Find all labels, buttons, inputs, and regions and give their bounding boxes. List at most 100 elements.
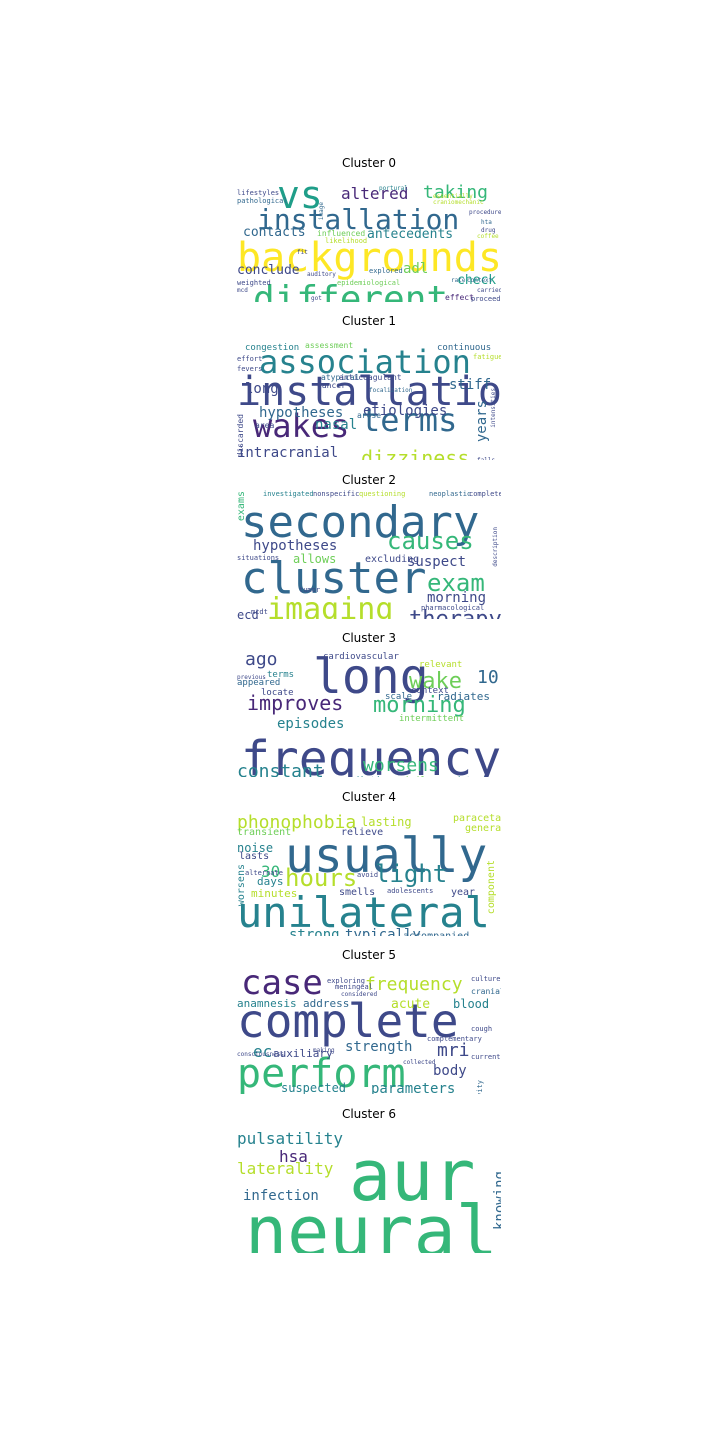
cloud-word: atypical bbox=[321, 373, 360, 382]
cloud-word: contacts bbox=[243, 225, 306, 240]
cloud-word: body bbox=[433, 1063, 467, 1079]
cloud-word: 10 bbox=[477, 667, 499, 688]
cluster-title: Cluster 3 bbox=[341, 631, 397, 645]
cloud-word: blood bbox=[453, 997, 490, 1011]
cloud-word: cultures bbox=[471, 975, 501, 983]
cloud-word: dizziness bbox=[361, 446, 470, 460]
cloud-word: considered bbox=[341, 991, 378, 998]
cloud-word: general bbox=[465, 823, 501, 834]
cloud-word: arose bbox=[357, 411, 382, 420]
cloud-word: infection bbox=[243, 1188, 319, 1204]
cluster-title: Cluster 6 bbox=[341, 1107, 397, 1121]
cloud-word: nasal bbox=[315, 417, 358, 433]
cloud-word: intermittent bbox=[399, 714, 465, 724]
cloud-word: case bbox=[241, 963, 323, 1003]
cloud-word: worsens bbox=[237, 864, 247, 907]
cloud-word: auxiliary bbox=[273, 1047, 333, 1060]
cloud-word: explored bbox=[369, 267, 403, 275]
cloud-word: radiates bbox=[437, 690, 490, 703]
cloud-word: acute bbox=[391, 997, 431, 1012]
cloud-word: exam bbox=[427, 569, 485, 597]
cloud-word: frequency bbox=[241, 731, 501, 777]
cloud-word: installation bbox=[257, 203, 460, 236]
cloud-word: continuous bbox=[437, 343, 492, 353]
cloud-word: strength bbox=[345, 1039, 413, 1055]
cloud-word: constant bbox=[237, 761, 324, 778]
cloud-word: essentially bbox=[433, 193, 473, 200]
cloud-word: weighted bbox=[237, 279, 271, 287]
word-cloud: complete perform case frequency anamnesis add… bbox=[237, 962, 501, 1094]
word-cloud: usually unilateral phonophobia hours light 30… bbox=[237, 804, 501, 936]
cloud-word: phonophobia bbox=[237, 812, 357, 833]
cloud-word: paracetamol bbox=[453, 813, 501, 824]
cloud-word: locate bbox=[261, 688, 294, 698]
cloud-word: component bbox=[486, 860, 497, 915]
cloud-word: long bbox=[245, 381, 279, 397]
cloud-word: unilateral bbox=[237, 888, 490, 936]
cloud-word: hta bbox=[481, 219, 492, 226]
cloud-word: allows bbox=[293, 552, 337, 566]
cloud-word: ecd bbox=[237, 608, 259, 619]
cloud-word: exploring bbox=[327, 977, 365, 985]
cloud-word: stiff bbox=[449, 377, 492, 393]
cloud-word: usually bbox=[285, 828, 488, 884]
cloud-word: meningeal bbox=[335, 983, 373, 991]
cloud-word: exams bbox=[237, 491, 247, 522]
cloud-word: years bbox=[474, 400, 490, 443]
cloud-word: transient bbox=[237, 827, 292, 838]
cloud-word: knowing bbox=[492, 1171, 501, 1231]
cloud-word: lifestyles bbox=[237, 189, 280, 197]
cloud-word: falls bbox=[477, 458, 495, 461]
cloud-word: improves bbox=[247, 691, 344, 715]
cloud-word: relevant bbox=[419, 660, 463, 670]
cloud-word: mri bbox=[437, 1040, 470, 1061]
cloud-word: pulsatility bbox=[237, 1129, 343, 1148]
cloud-word: tumor bbox=[299, 586, 321, 594]
cloud-word: cough bbox=[471, 1025, 493, 1033]
cloud-word: check bbox=[457, 273, 497, 288]
cloud-word: strong bbox=[289, 927, 340, 936]
cloud-word: hours bbox=[285, 864, 358, 892]
cloud-word: typically bbox=[345, 927, 421, 936]
cloud-word: effect bbox=[445, 293, 474, 302]
cluster-title: Cluster 4 bbox=[341, 790, 397, 804]
cloud-word: congestion bbox=[245, 343, 300, 353]
cloud-word: current bbox=[471, 1053, 501, 1061]
cloud-word: drug bbox=[481, 227, 496, 234]
cloud-word: investigated bbox=[263, 490, 314, 498]
cloud-word: previous bbox=[237, 674, 266, 681]
cloud-word: frequency bbox=[365, 974, 463, 995]
cloud-word: neural bbox=[245, 1191, 498, 1253]
cloud-word: hypotheses bbox=[253, 538, 338, 554]
cloud-word: neoplastic bbox=[429, 490, 472, 498]
cloud-word: cluster bbox=[241, 553, 427, 604]
cloud-word: worsens bbox=[363, 755, 439, 776]
cloud-word: hsa bbox=[279, 1147, 308, 1166]
cloud-word: influenced bbox=[317, 229, 366, 238]
cloud-word: parameters bbox=[371, 1081, 456, 1094]
cloud-word: causes bbox=[387, 527, 474, 555]
cloud-word: proceed bbox=[471, 295, 501, 303]
cloud-word: sensitivity bbox=[476, 1080, 484, 1094]
cloud-word: morning bbox=[373, 693, 466, 718]
cloud-word: days bbox=[257, 875, 284, 888]
cloud-word: pharmacological bbox=[421, 604, 485, 612]
word-cloud: frequency long improves morning wake constant… bbox=[237, 645, 501, 777]
cloud-word: imaging bbox=[267, 592, 394, 620]
cloud-word: coffee bbox=[477, 233, 499, 240]
cloud-word: altered bbox=[341, 184, 409, 203]
cloud-word: collected bbox=[403, 1059, 436, 1066]
cloud-word: cancer bbox=[317, 381, 346, 390]
cloud-word: craniomechanic bbox=[433, 199, 484, 206]
cloud-word: focalization bbox=[369, 387, 413, 394]
cloud-word: making bbox=[313, 1047, 335, 1054]
cloud-word: ec bbox=[253, 1042, 273, 1061]
cloud-word: alternate bbox=[245, 869, 283, 877]
cloud-word: consciousness bbox=[237, 1051, 284, 1058]
cloud-word: association bbox=[259, 343, 471, 381]
cloud-word: backgrounds bbox=[237, 235, 501, 281]
cloud-word: fit bbox=[297, 249, 308, 256]
cloud-word: terms bbox=[361, 401, 458, 439]
cloud-word: pathological bbox=[237, 197, 288, 205]
